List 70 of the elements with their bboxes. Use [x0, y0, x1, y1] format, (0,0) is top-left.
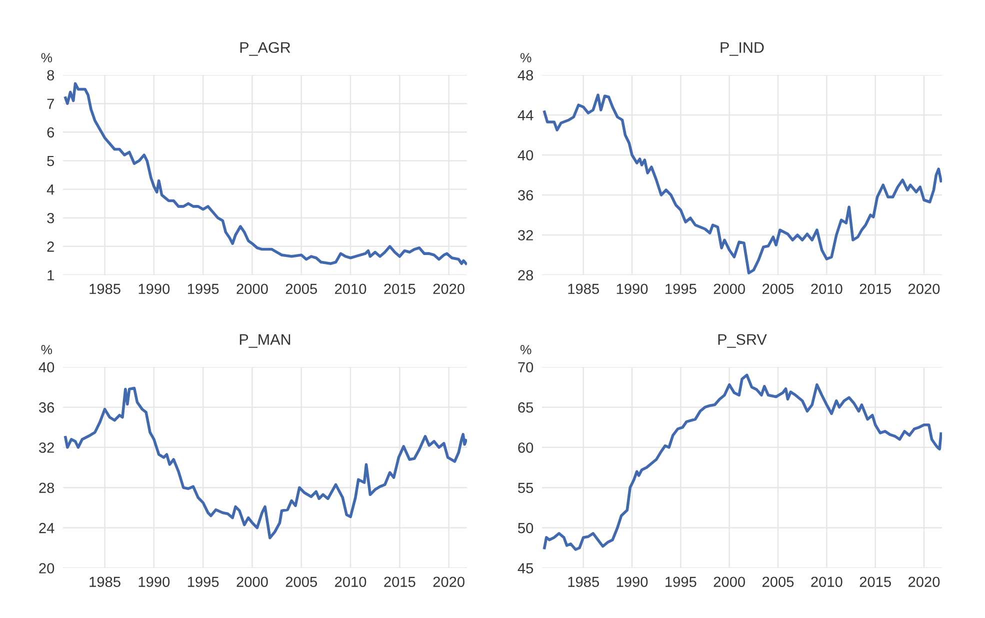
- y-tick-label: 55: [518, 482, 534, 494]
- x-tick-label: 2010: [811, 576, 842, 588]
- y-tick-label: 3: [47, 212, 54, 224]
- y-tick-label: 4: [46, 184, 54, 195]
- line-series: [543, 374, 942, 551]
- x-tick-label: 1995: [188, 576, 219, 588]
- x-tick-label: 2000: [236, 576, 268, 588]
- y-tick-label: 6: [47, 127, 54, 138]
- x-tick-label: 1985: [90, 576, 120, 588]
- x-tick-label: 2005: [286, 576, 317, 588]
- chart-title: P_MAN: [240, 334, 290, 348]
- x-tick-label: 1985: [568, 284, 599, 294]
- x-tick-label: 2020: [908, 576, 940, 588]
- y-tick-label: 36: [39, 402, 54, 413]
- x-tick-label: 1985: [90, 284, 120, 294]
- y-tick-label: 32: [518, 230, 533, 240]
- line-series: [64, 386, 467, 540]
- y-tick-label: 50: [518, 522, 534, 534]
- y-tick-label: 45: [518, 563, 534, 574]
- y-axis-title: %: [41, 53, 52, 62]
- x-tick-label: 2020: [908, 284, 940, 294]
- y-tick-label: 36: [518, 190, 534, 200]
- y-tick-label: 70: [518, 362, 534, 372]
- x-tick-label: 2010: [335, 576, 366, 588]
- x-tick-label: 1995: [666, 284, 696, 294]
- x-tick-label: 2005: [762, 576, 794, 588]
- line-series: [543, 94, 942, 274]
- chart-title: P_AGR: [240, 42, 290, 56]
- y-tick-label: 65: [518, 402, 534, 413]
- chart-title: P_IND: [720, 42, 764, 56]
- x-tick-label: 2005: [286, 284, 317, 294]
- x-tick-label: 2015: [860, 284, 891, 294]
- y-tick-label: 8: [47, 70, 54, 80]
- x-tick-label: 2020: [433, 284, 464, 294]
- y-tick-label: 28: [518, 270, 534, 280]
- y-tick-label: 7: [47, 98, 54, 109]
- x-tick-label: 1995: [188, 284, 219, 294]
- x-tick-label: 2020: [433, 576, 464, 588]
- y-tick-label: 40: [38, 362, 54, 372]
- y-axis-title: %: [520, 345, 532, 354]
- x-tick-label: 1990: [616, 576, 648, 588]
- x-tick-label: 1995: [666, 576, 696, 588]
- x-tick-label: 2015: [860, 576, 891, 588]
- y-tick-label: 32: [39, 442, 54, 453]
- y-tick-label: 1: [48, 270, 54, 280]
- chart-title: P_SRV: [718, 334, 767, 348]
- y-tick-label: 28: [39, 482, 54, 494]
- x-tick-label: 2000: [714, 284, 745, 294]
- x-tick-label: 2005: [762, 284, 794, 294]
- y-tick-label: 40: [518, 150, 534, 160]
- x-tick-label: 2000: [236, 284, 268, 294]
- x-tick-label: 2010: [811, 284, 842, 294]
- y-tick-label: 60: [518, 442, 534, 453]
- line-series: [64, 82, 467, 265]
- y-tick-label: 48: [518, 70, 534, 80]
- x-tick-label: 2015: [384, 576, 416, 588]
- y-tick-label: 2: [47, 242, 54, 252]
- x-tick-label: 1990: [138, 576, 170, 588]
- x-tick-label: 1990: [138, 284, 170, 294]
- x-tick-label: 2010: [335, 284, 366, 294]
- x-tick-label: 1990: [616, 284, 648, 294]
- y-axis-title: %: [520, 53, 532, 62]
- x-tick-label: 2015: [384, 284, 416, 294]
- y-tick-label: 5: [47, 156, 54, 166]
- y-axis-title: %: [41, 345, 52, 354]
- y-tick-label: 20: [39, 563, 54, 574]
- x-tick-label: 1985: [568, 576, 599, 588]
- x-tick-label: 2000: [714, 576, 745, 588]
- y-tick-label: 44: [518, 110, 534, 120]
- y-tick-label: 24: [39, 522, 54, 534]
